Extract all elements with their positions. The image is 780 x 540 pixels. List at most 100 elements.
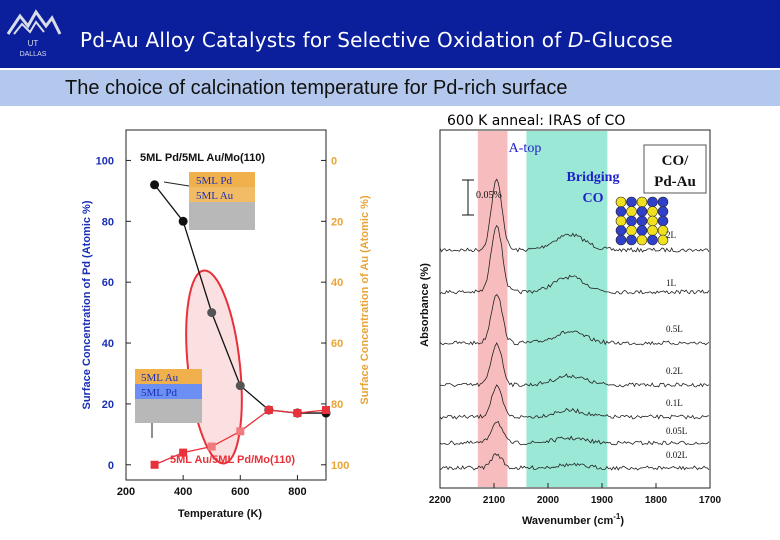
- right-x-tick-label: 1700: [699, 495, 722, 506]
- caption-part-1: 600 K anneal:: [447, 113, 549, 129]
- right-x-tick-label: 1900: [591, 495, 614, 506]
- left-y-tick-label: 20: [102, 399, 114, 411]
- exposure-label: 1L: [666, 278, 676, 288]
- iras-spectrum-0.1L: [439, 384, 710, 420]
- exposure-label: 0.5L: [666, 324, 683, 334]
- left-y-tick-label: 40: [102, 338, 114, 350]
- exposure-label: 0.05L: [666, 426, 687, 436]
- band-bridging-label-1: Bridging: [567, 170, 620, 185]
- pd-atom: [615, 225, 627, 236]
- data-point-au-on-pd: [207, 442, 216, 451]
- pd-atom: [626, 196, 637, 208]
- left-y2-label: Surface Concentration of Au (Atomic %): [359, 195, 371, 405]
- inset-au-on-pd-bottom: 5ML Pd: [141, 387, 177, 399]
- au-atom: [636, 234, 648, 246]
- right-x-tick-label: 1800: [645, 495, 668, 506]
- left-y-tick-label: 60: [102, 277, 114, 289]
- left-chart-bottom-label: 5ML Au/5ML Pd/Mo(110): [170, 454, 295, 466]
- pd-atom: [626, 234, 637, 246]
- caption-part-3: of CO: [582, 113, 626, 129]
- data-point-pd-on-au: [150, 180, 160, 190]
- inset-au-on-pd: 5ML Au 5ML Pd: [135, 369, 202, 423]
- inset-pd-on-au: 5ML Pd 5ML Au: [189, 172, 255, 230]
- data-point-pd-on-au: [207, 308, 217, 318]
- logo-line1: UT: [28, 39, 39, 48]
- au-atom: [626, 206, 637, 217]
- exposure-label: 2L: [666, 230, 676, 240]
- au-atom: [647, 206, 658, 217]
- left-x-label: Temperature (K): [178, 508, 262, 520]
- left-x-tick-label: 400: [174, 486, 192, 498]
- subtitle: The choice of calcination temperature fo…: [65, 77, 568, 99]
- data-point-pd-on-au: [178, 216, 188, 226]
- left-x-tick-label: 200: [117, 486, 135, 498]
- right-x-tick-label: 2000: [537, 495, 560, 506]
- university-logo-icon: UT DALLAS: [0, 0, 66, 68]
- exposure-label: 0.1L: [666, 398, 683, 408]
- left-chart-title: 5ML Pd/5ML Au/Mo(110): [140, 152, 265, 164]
- au-atom: [615, 196, 627, 208]
- pd-atom: [636, 225, 648, 236]
- iras-spectrum-0.5L: [439, 293, 710, 346]
- iras-spectrum-0.05L: [439, 420, 710, 446]
- pd-atom: [615, 234, 627, 246]
- left-y-tick-label: 100: [96, 155, 114, 167]
- subtitle-bar: [0, 70, 780, 106]
- pd-atom: [636, 215, 648, 227]
- au-atom: [647, 215, 658, 227]
- iras-spectrum-0.2L: [439, 342, 710, 388]
- right-y-label: Absorbance (%): [419, 263, 431, 347]
- inset-arrow-top: [163, 181, 190, 187]
- right-x-tick-label: 2100: [483, 495, 506, 506]
- au-atom: [615, 215, 627, 227]
- page-title: Pd-Au Alloy Catalysts for Selective Oxid…: [80, 28, 673, 52]
- pd-atom: [647, 234, 658, 246]
- pd-atom: [657, 196, 669, 208]
- pd-atom: [615, 206, 627, 217]
- title-part-3: -Glucose: [583, 28, 673, 52]
- pd-au-lattice-icon: [615, 196, 669, 246]
- data-point-au-on-pd: [150, 460, 159, 469]
- pd-atom: [657, 215, 669, 227]
- co-legend-line1: CO/: [662, 153, 690, 169]
- data-point-au-on-pd: [293, 409, 302, 418]
- data-point-au-on-pd: [236, 427, 245, 436]
- right-x-label-sup: -1: [613, 512, 621, 521]
- exposure-label: 0.02L: [666, 450, 687, 460]
- pd-atom: [626, 215, 637, 227]
- left-y-label: Surface Concentration of Pd (Atomic %): [81, 200, 93, 409]
- inset-pd-on-au-top: 5ML Pd: [196, 175, 232, 187]
- title-part-1: Pd-Au Alloy Catalysts for Selective Oxid…: [80, 28, 569, 52]
- left-plot-frame: [125, 129, 327, 481]
- iras-spectrum-1L: [439, 224, 710, 295]
- inset-pd-on-au-bottom: 5ML Au: [196, 190, 234, 202]
- left-y2-tick-label: 40: [331, 277, 343, 289]
- co-legend-box: [643, 144, 707, 194]
- iras-spectrum-0.02L: [439, 453, 710, 471]
- left-y2-tick-label: 100: [331, 460, 349, 472]
- right-x-label: Wavenumber (cm-1): [522, 512, 624, 527]
- header-banner: [0, 0, 780, 68]
- left-y-tick-label: 0: [108, 460, 114, 472]
- left-y2-tick-label: 80: [331, 399, 343, 411]
- inset-au-on-pd-top: 5ML Au: [141, 372, 179, 384]
- pd-atom: [657, 206, 669, 217]
- left-y2-tick-label: 0: [331, 155, 337, 167]
- au-atom: [636, 196, 648, 208]
- au-atom: [626, 225, 637, 236]
- data-point-au-on-pd: [179, 448, 188, 457]
- left-x-tick-label: 800: [288, 486, 306, 498]
- title-part-2: D: [568, 28, 584, 52]
- right-x-tick-label: 2200: [429, 495, 452, 506]
- left-x-tick-label: 600: [231, 486, 249, 498]
- iras-spectrum-2L: [439, 178, 710, 253]
- au-atom: [647, 225, 658, 236]
- scale-bar-label: 0.05%: [476, 190, 502, 201]
- caption-part-2: IRAS: [548, 113, 583, 129]
- left-y-tick-label: 80: [102, 216, 114, 228]
- iras-caption: 600 K anneal: IRAS of CO: [447, 113, 625, 129]
- data-point-pd-on-au: [235, 381, 245, 391]
- right-x-label-end: ): [620, 515, 624, 527]
